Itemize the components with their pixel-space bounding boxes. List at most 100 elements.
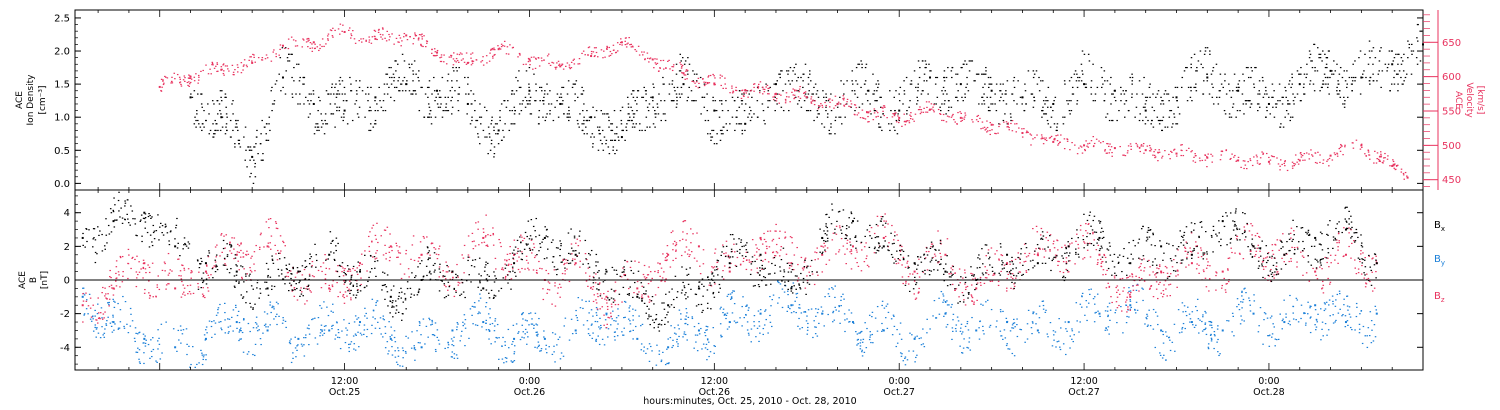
density-dot: [1245, 103, 1247, 105]
velocity-dot: [1328, 157, 1331, 160]
field-by-dot: [1231, 331, 1233, 333]
velocity-dot: [1181, 144, 1183, 146]
velocity-dot: [1219, 159, 1222, 161]
field-by-dot: [1197, 318, 1200, 320]
field-bz-dot: [825, 263, 828, 265]
velocity-dot: [721, 75, 723, 77]
velocity-dot: [188, 74, 190, 76]
field-bz-dot: [1322, 292, 1325, 294]
velocity-dot: [749, 90, 752, 92]
field-bz-dot: [817, 274, 819, 276]
density-dot: [864, 80, 867, 82]
field-by-dot: [918, 337, 921, 340]
field-by-dot: [1253, 294, 1255, 296]
density-dot: [370, 109, 372, 112]
field-by-dot: [1208, 320, 1210, 323]
density-dot: [259, 143, 262, 145]
density-dot: [1389, 90, 1391, 92]
density-dot: [1363, 70, 1365, 72]
density-dot: [769, 86, 771, 89]
velocity-dot: [414, 35, 417, 37]
density-dot: [807, 109, 810, 112]
velocity-dot: [886, 117, 888, 119]
field-bz-dot: [85, 292, 87, 294]
velocity-dot: [1269, 159, 1272, 161]
field-by-dot: [1310, 316, 1312, 318]
field-by-dot: [859, 345, 862, 347]
density-point: [312, 102, 315, 105]
density-dot: [219, 129, 222, 132]
velocity-dot: [1268, 163, 1271, 165]
velocity-dot: [471, 62, 474, 64]
density-dot: [1320, 86, 1323, 89]
density-dot: [699, 76, 702, 79]
density-dot: [591, 146, 594, 148]
velocity-dot: [1364, 153, 1366, 155]
density-dot: [476, 119, 479, 122]
field-by-dot: [462, 325, 464, 327]
field-by-dot: [1181, 326, 1184, 329]
field-by-dot: [684, 333, 687, 336]
density-dot: [317, 96, 320, 98]
field-bz-dot: [562, 258, 565, 261]
density-dot: [1348, 76, 1351, 79]
density-dot: [1312, 83, 1315, 85]
field-by-dot: [684, 318, 686, 320]
velocity-dot: [793, 97, 796, 99]
density-dot: [1141, 93, 1144, 95]
field-by-dot: [1325, 301, 1328, 303]
velocity-dot: [761, 86, 764, 88]
field-by-dot: [530, 323, 533, 325]
density-dot: [989, 109, 991, 112]
density-dot: [474, 126, 477, 128]
density-dot: [1410, 73, 1413, 75]
density-point: [374, 96, 377, 99]
field-by-dot: [144, 345, 147, 347]
density-dot: [398, 90, 400, 92]
density-dot: [721, 109, 724, 112]
velocity-dot: [1395, 165, 1398, 167]
velocity-dot: [330, 29, 333, 32]
velocity-dot: [368, 39, 371, 41]
density-dot: [401, 53, 404, 55]
velocity-dot: [1138, 147, 1141, 149]
field-bz-dot: [674, 244, 677, 247]
field-by-dot: [289, 342, 292, 345]
velocity-dot: [327, 33, 330, 35]
density-dot: [986, 96, 988, 98]
density-dot: [1046, 119, 1049, 122]
velocity-point: [158, 85, 161, 88]
velocity-dot: [778, 102, 781, 104]
density-dot: [522, 100, 524, 102]
field-by-dot: [1269, 334, 1271, 336]
field-by-dot: [806, 333, 809, 335]
density-dot: [408, 63, 410, 65]
density-dot: [1064, 116, 1066, 118]
density-dot: [774, 96, 776, 98]
density-dot: [1397, 63, 1399, 65]
field-by-dot: [388, 350, 390, 352]
velocity-dot: [998, 125, 1000, 128]
density-dot: [1266, 109, 1268, 112]
velocity-dot: [1303, 153, 1306, 155]
field-by-dot: [968, 341, 970, 343]
field-bz-dot: [682, 220, 684, 223]
field-bz-dot: [198, 271, 200, 273]
field-bz-dot: [216, 244, 218, 246]
density-dot: [830, 109, 833, 112]
velocity-dot: [930, 103, 933, 105]
field-by-dot: [294, 336, 296, 338]
density-point: [1391, 63, 1394, 66]
velocity-dot: [388, 33, 390, 36]
velocity-dot: [1049, 136, 1052, 139]
density-dot: [373, 123, 376, 125]
field-by-dot: [246, 353, 249, 355]
velocity-dot: [249, 56, 251, 58]
field-bz-dot: [1273, 274, 1275, 276]
field-by-dot: [1079, 303, 1082, 305]
velocity-dot: [1040, 134, 1043, 136]
density-dot: [310, 93, 312, 95]
density-dot: [243, 136, 245, 138]
field-by-dot: [124, 300, 127, 303]
density-dot: [212, 136, 215, 138]
